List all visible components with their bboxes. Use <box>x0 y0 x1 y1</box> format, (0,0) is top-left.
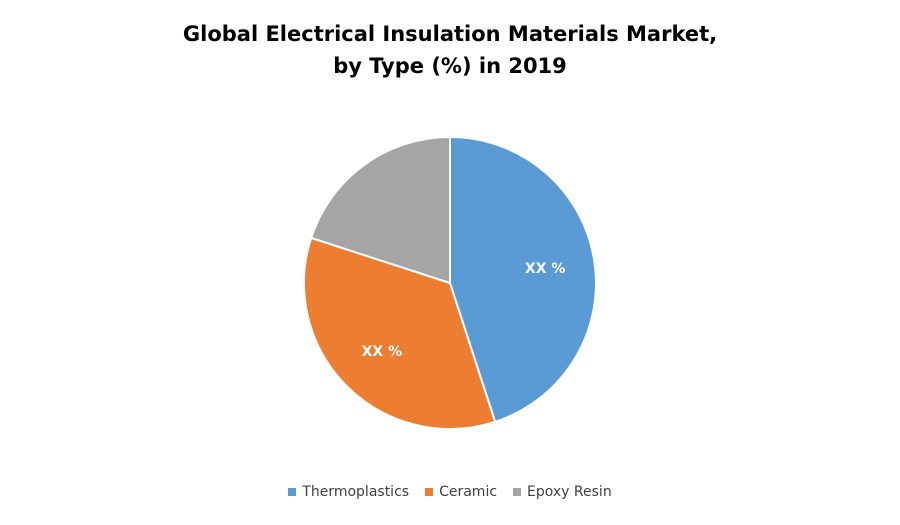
legend-item-ceramic: Ceramic <box>425 484 497 500</box>
legend-swatch <box>425 488 434 496</box>
chart-title: Global Electrical Insulation Materials M… <box>0 18 900 82</box>
legend-swatch <box>513 488 522 496</box>
pie-slice-thermoplastics <box>449 135 597 424</box>
legend-swatch <box>288 488 297 496</box>
pie-slice-ceramic <box>303 236 497 430</box>
legend: Thermoplastics Ceramic Epoxy Resin <box>0 484 900 500</box>
pie-slice-epoxy-resin <box>309 135 451 285</box>
legend-item-epoxy-resin: Epoxy Resin <box>513 484 612 500</box>
data-label: XX % <box>362 344 403 360</box>
legend-label: Ceramic <box>439 484 498 500</box>
legend-item-thermoplastics: Thermoplastics <box>288 484 409 500</box>
data-label: XX % <box>525 261 566 277</box>
chart-title-line-2: by Type (%) in 2019 <box>333 54 567 78</box>
legend-label: Thermoplastics <box>302 484 410 500</box>
legend-label: Epoxy Resin <box>527 484 612 500</box>
chart-title-line-1: Global Electrical Insulation Materials M… <box>182 22 718 46</box>
